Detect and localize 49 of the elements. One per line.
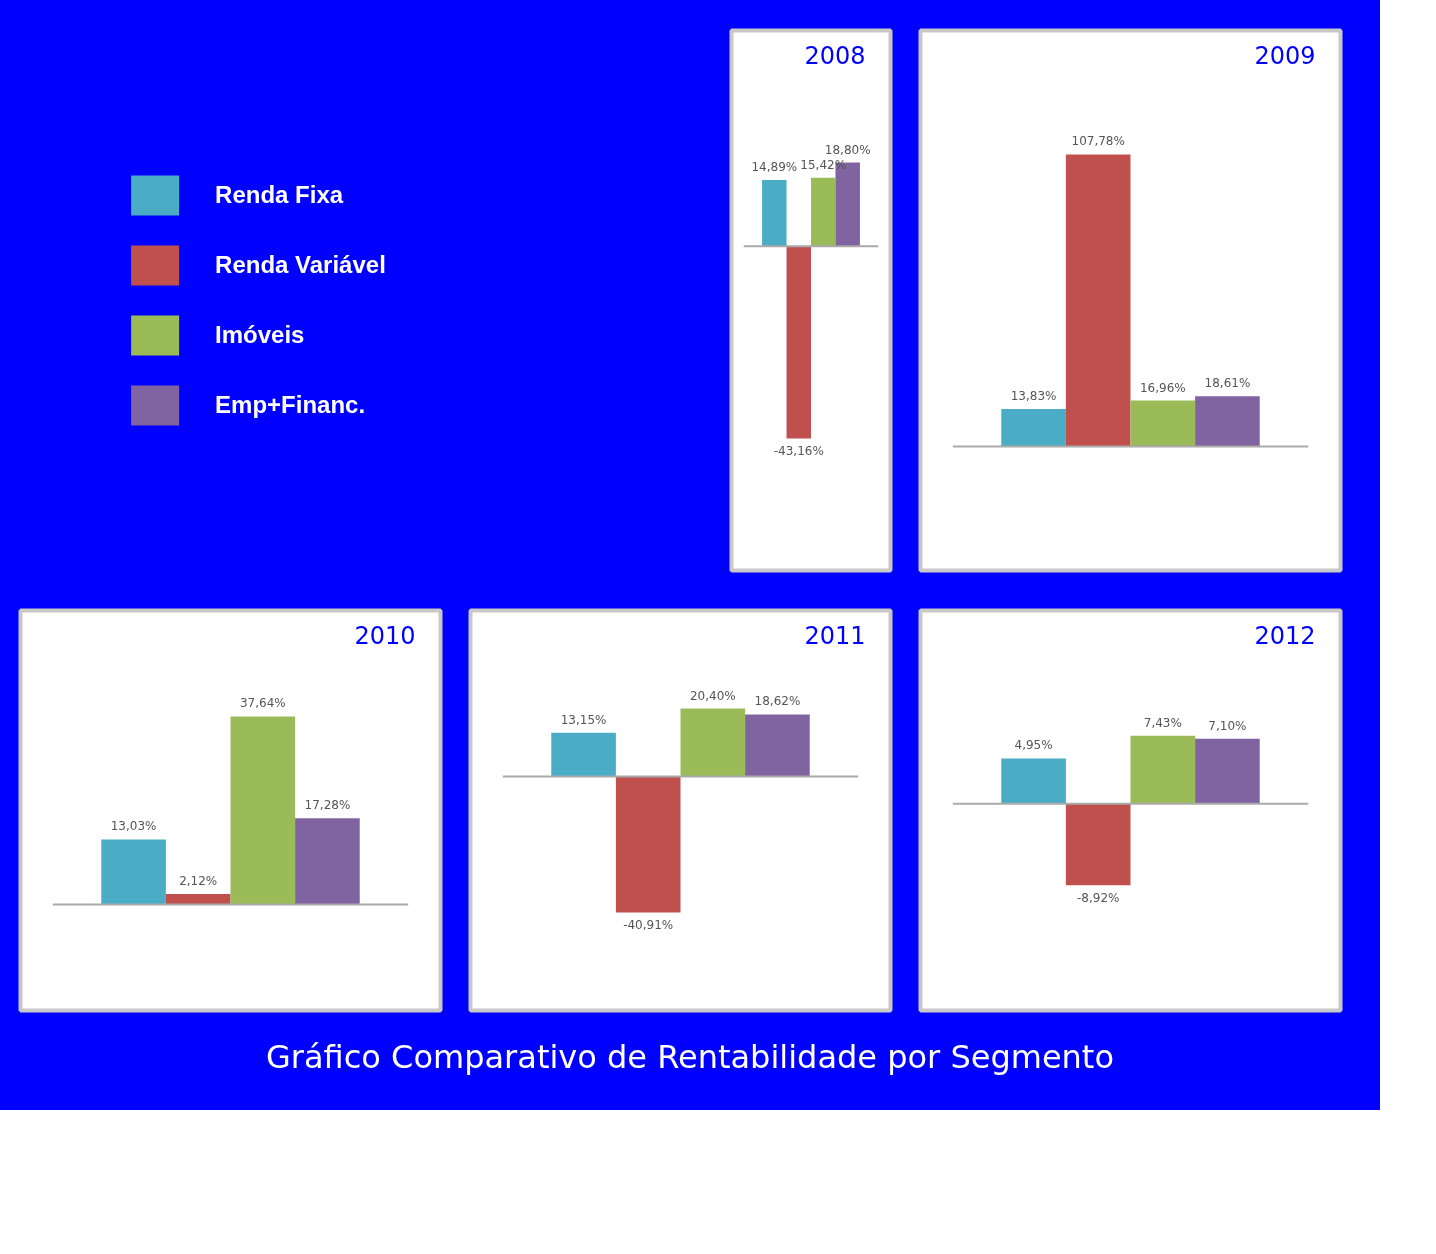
chart-title: 2010 — [354, 621, 416, 650]
bar — [1001, 409, 1066, 447]
data-label: 7,10% — [1208, 718, 1247, 733]
bar — [295, 818, 360, 905]
bar — [165, 894, 231, 905]
chart-title: 2012 — [1254, 621, 1316, 650]
data-label: 37,64% — [239, 696, 286, 711]
chart-title: 2011 — [804, 621, 866, 650]
data-label: -43,16% — [773, 444, 824, 459]
data-label: 18,62% — [754, 694, 801, 709]
bar — [1195, 738, 1260, 804]
data-label: 16,96% — [1139, 380, 1186, 395]
data-label: -8,92% — [1076, 891, 1120, 906]
data-label: 7,43% — [1143, 715, 1182, 730]
chart-title: 2009 — [1254, 41, 1316, 70]
bar — [762, 180, 787, 247]
legend-label: Emp+Financ. — [215, 391, 366, 419]
legend-label: Renda Variável — [215, 251, 386, 279]
legend-label: Imóveis — [215, 321, 305, 349]
bar — [101, 839, 166, 905]
data-label: -40,91% — [623, 918, 674, 933]
bar — [615, 776, 681, 913]
data-label: 13,03% — [110, 819, 157, 834]
bar — [1001, 758, 1066, 804]
bar — [230, 716, 296, 905]
bar — [811, 177, 836, 247]
data-label: 2,12% — [179, 874, 218, 889]
data-label: 18,61% — [1204, 376, 1251, 391]
data-label: 15,42% — [800, 157, 847, 172]
chart-title: 2008 — [804, 41, 866, 70]
data-label: 13,15% — [560, 712, 607, 727]
bar — [1195, 396, 1260, 447]
bar — [1130, 400, 1196, 447]
data-label: 13,83% — [1010, 389, 1057, 404]
bar — [551, 732, 616, 777]
data-label: 18,80% — [824, 142, 871, 157]
bar — [745, 714, 810, 777]
text: Gráfico Comparativo de Rentabilidade por Segmento — [266, 1037, 1114, 1078]
bar — [1065, 803, 1131, 886]
bar — [680, 708, 746, 777]
data-label: 107,78% — [1071, 134, 1125, 149]
bar — [1130, 735, 1196, 804]
data-label: 20,40% — [689, 688, 736, 703]
data-label: 17,28% — [304, 798, 351, 813]
bar — [1065, 154, 1131, 447]
legend-label: Renda Fixa — [215, 181, 344, 209]
bar — [786, 246, 811, 439]
data-label: 4,95% — [1014, 738, 1053, 753]
data-label: 14,89% — [751, 160, 798, 175]
